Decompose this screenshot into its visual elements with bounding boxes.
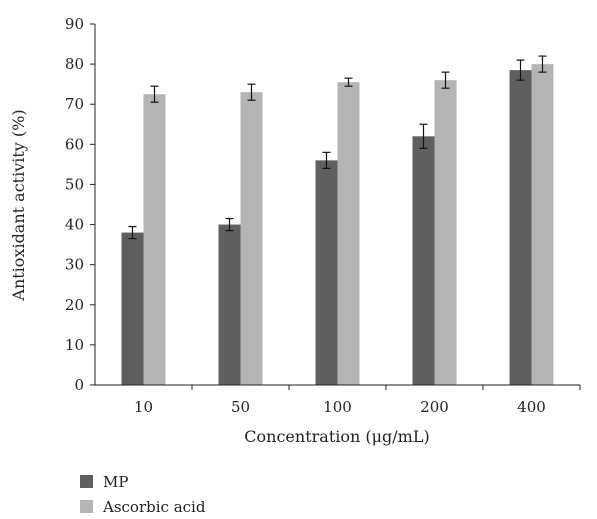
legend-label-mp: MP bbox=[103, 473, 128, 491]
y-tick-label: 40 bbox=[65, 216, 84, 234]
x-ticks-layer: 10 50 100 200 400 bbox=[134, 385, 581, 416]
bar-mp bbox=[218, 224, 241, 385]
y-tick-label: 90 bbox=[65, 15, 84, 33]
x-tick-label: 10 bbox=[134, 398, 153, 416]
x-tick-label: 200 bbox=[420, 398, 449, 416]
legend-swatch-ascorbic-acid bbox=[80, 500, 93, 513]
bar-mp bbox=[121, 232, 144, 385]
bar-mp bbox=[315, 160, 338, 385]
bar-mp bbox=[509, 70, 532, 385]
legend-swatch-mp bbox=[80, 475, 93, 488]
bar-ascorbic-acid bbox=[240, 92, 263, 385]
y-ticks-layer: 0 10 20 30 40 50 60 70 80 90 bbox=[65, 15, 95, 394]
y-tick-label: 10 bbox=[65, 336, 84, 354]
y-tick-label: 30 bbox=[65, 256, 84, 274]
bar-ascorbic-acid bbox=[434, 80, 457, 386]
bar-ascorbic-acid bbox=[143, 94, 166, 385]
axes-layer bbox=[94, 24, 580, 386]
legend: MP Ascorbic acid bbox=[80, 473, 206, 516]
x-tick-label: 100 bbox=[323, 398, 352, 416]
bar-mp bbox=[412, 136, 435, 385]
error-bars-layer bbox=[128, 55, 547, 240]
y-tick-label: 50 bbox=[65, 175, 84, 193]
y-tick-label: 0 bbox=[74, 376, 84, 394]
x-axis-title: Concentration (μg/mL) bbox=[244, 427, 429, 446]
y-tick-label: 60 bbox=[65, 135, 84, 153]
y-tick-label: 20 bbox=[65, 296, 84, 314]
bar-ascorbic-acid bbox=[337, 82, 360, 386]
y-tick-label: 70 bbox=[65, 95, 84, 113]
bars-layer bbox=[121, 64, 554, 386]
x-tick-label: 50 bbox=[231, 398, 250, 416]
legend-label-ascorbic-acid: Ascorbic acid bbox=[102, 498, 206, 516]
y-axis-title: Antioxidant activity (%) bbox=[9, 109, 28, 301]
bar-ascorbic-acid bbox=[531, 64, 554, 385]
y-tick-label: 80 bbox=[65, 55, 84, 73]
x-tick-label: 400 bbox=[517, 398, 546, 416]
